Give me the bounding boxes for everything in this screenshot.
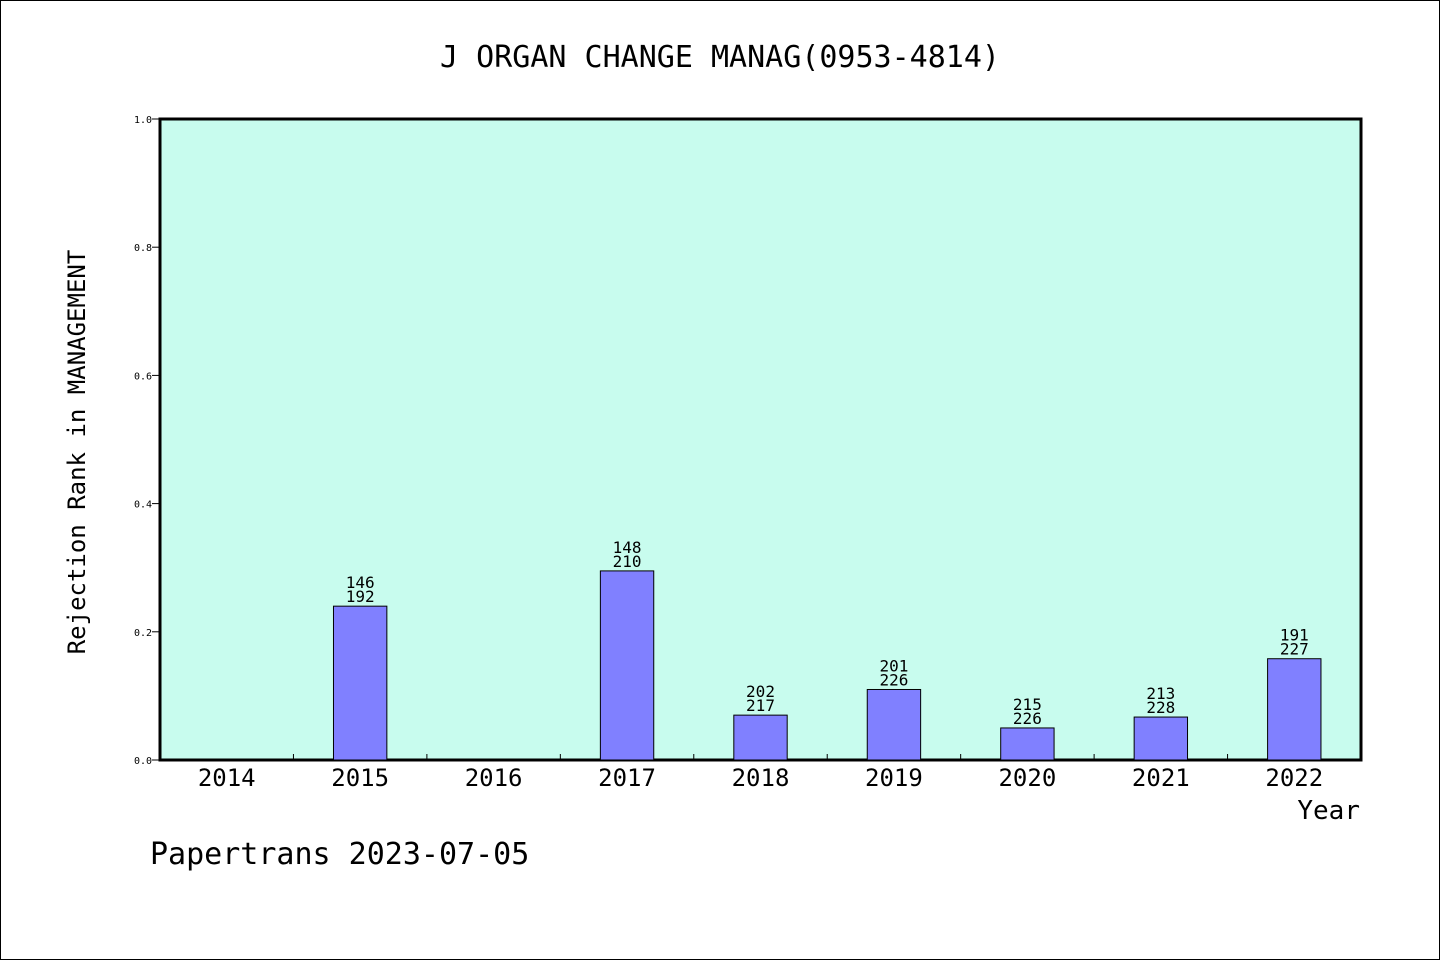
x-tick-label: 2018 [732, 764, 790, 792]
bar-label-bottom: 192 [346, 587, 375, 606]
bar-label-top: 191 [1280, 626, 1309, 645]
y-tick-label: 0.6 [134, 371, 152, 382]
y-tick-label: 0.0 [134, 756, 152, 767]
x-tick-label: 2015 [331, 764, 389, 792]
bar-2019 [866, 688, 922, 761]
chart-title: J ORGAN CHANGE MANAG(0953-4814) [440, 40, 1000, 75]
bar-label-bottom: 228 [1146, 698, 1175, 717]
bar-2015 [332, 605, 388, 761]
y-tick-label: 0.4 [134, 500, 152, 511]
bar-2020 [1000, 727, 1055, 761]
x-tick-label: 2022 [1265, 764, 1323, 792]
x-tick-label: 2019 [865, 764, 923, 792]
bar-label-bottom: 226 [1013, 709, 1042, 728]
x-tick-label: 2017 [598, 764, 656, 792]
x-tick-label: 2016 [465, 764, 523, 792]
bar-2018 [733, 714, 788, 761]
y-tick-label: 0.8 [134, 243, 152, 254]
bar-2022 [1267, 658, 1322, 761]
bar-label-group: 1461921482102022172012262152262132281912… [346, 538, 1309, 728]
x-axis: 2014 2015 2016 2017 2018 2019 2020 2021 2022 [198, 754, 1323, 792]
bar-label-bottom: 217 [746, 696, 775, 715]
bar-label-top: 202 [746, 682, 775, 701]
y-tick-label: 1.0 [134, 115, 152, 126]
y-axis: 0.0 0.2 0.4 0.6 0.8 1.0 [134, 115, 160, 767]
x-tick-label: 2020 [998, 764, 1056, 792]
bar-label-top: 215 [1013, 695, 1042, 714]
bar-2021 [1133, 716, 1189, 761]
x-tick-label: 2014 [198, 764, 256, 792]
x-axis-label: Year [1297, 796, 1360, 826]
bar-label-top: 201 [879, 656, 908, 675]
bar-label-bottom: 226 [879, 670, 908, 689]
y-axis-label: Rejection Rank in MANAGEMENT [63, 250, 91, 655]
x-tick-label: 2021 [1132, 764, 1190, 792]
bar-label-top: 148 [613, 538, 642, 557]
bar-label-bottom: 210 [613, 552, 642, 571]
bar-series [332, 570, 1322, 761]
bar-label-top: 146 [346, 573, 375, 592]
bar-2017 [599, 570, 655, 761]
footer-credit: Papertrans 2023-07-05 [150, 837, 529, 872]
bar-label-top: 213 [1146, 684, 1175, 703]
bar-label-bottom: 227 [1280, 640, 1309, 659]
y-tick-label: 0.2 [134, 628, 152, 639]
